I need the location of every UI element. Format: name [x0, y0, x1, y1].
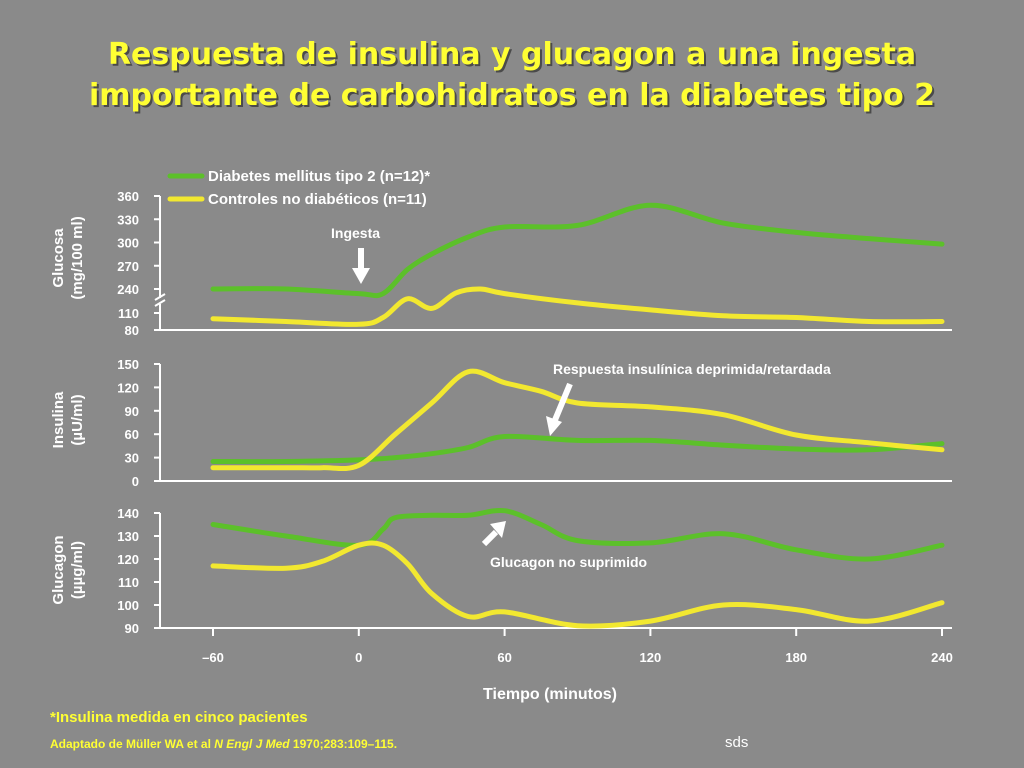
x-ticks: –60 0 60 120 180 240: [202, 628, 953, 665]
y-tick-label: 120: [117, 380, 139, 395]
footnote: *Insulina medida en cinco pacientes: [50, 709, 308, 726]
legend-label-control: Controles no diabéticos (n=11): [208, 191, 427, 208]
y-ticks-glucagon: 140 130 120 110 100 90: [117, 506, 160, 636]
y-tick-label: 90: [125, 404, 139, 419]
y-ticks-glucosa: 360 330 300 270 240 110 80: [117, 189, 160, 338]
y-tick-label: 300: [117, 236, 139, 251]
x-tick-label: 0: [355, 650, 362, 665]
citation: Adaptado de Müller WA et al N Engl J Med…: [50, 737, 397, 751]
series-glucagon-diabetes: [210, 507, 945, 562]
x-tick-label: 180: [785, 650, 807, 665]
legend: Diabetes mellitus tipo 2 (n=12)* Control…: [167, 168, 430, 208]
series-insulina-control: [210, 368, 945, 472]
x-tick-label: –60: [202, 650, 224, 665]
panel-glucagon: 140 130 120 110 100 90 Glucagon (µµg/ml): [50, 506, 952, 636]
ylabel-glucosa-1: Glucosa: [50, 228, 67, 288]
citation-journal: N Engl J Med: [214, 737, 290, 751]
ylabel-insulina-1: Insulina: [50, 391, 67, 448]
y-tick-label: 0: [132, 474, 139, 489]
x-axis-title: Tiempo (minutos): [483, 686, 617, 703]
y-ticks-insulina: 150 120 90 60 30 0: [117, 357, 160, 489]
series-glucosa-diabetes: [210, 202, 945, 299]
watermark: sds: [725, 734, 749, 751]
panel-insulina: 150 120 90 60 30 0 Insulina (µU/ml): [50, 357, 952, 489]
y-tick-label: 90: [125, 621, 139, 636]
series-insulina-diabetes: [210, 433, 945, 465]
citation-details: 1970;283:109–115.: [289, 737, 398, 751]
x-tick-label: 120: [640, 650, 662, 665]
y-tick-label: 140: [117, 506, 139, 521]
citation-text: Adaptado de Müller WA et al: [50, 737, 215, 751]
ylabel-glucagon-1: Glucagon: [50, 535, 67, 604]
y-tick-label: 120: [117, 552, 139, 567]
y-tick-label: 240: [117, 282, 139, 297]
y-tick-label: 30: [125, 451, 139, 466]
y-tick-label: 360: [117, 189, 139, 204]
ingesta-arrow-icon: [352, 248, 370, 284]
insulin-arrow-icon: [546, 382, 573, 436]
y-tick-label: 110: [118, 575, 139, 590]
x-tick-label: 240: [931, 650, 953, 665]
y-tick-label: 270: [117, 259, 139, 274]
y-tick-label: 80: [125, 323, 139, 338]
annotation-insulin: Respuesta insulínica deprimida/retardada: [553, 361, 831, 377]
y-tick-label: 60: [125, 427, 139, 442]
annotation-ingesta: Ingesta: [331, 225, 380, 241]
ylabel-insulina-2: (µU/ml): [69, 394, 86, 445]
panel-glucosa: 360 330 300 270 240 110 80 Glucosa (mg/100 ml): [50, 189, 952, 338]
y-tick-label: 130: [117, 529, 139, 544]
series-glucagon-control: [210, 540, 945, 629]
y-tick-label: 110: [118, 306, 139, 321]
title-line-1: Respuesta de insulina y glucagon a una i…: [107, 37, 917, 72]
annotation-glucagon: Glucagon no suprimido: [490, 554, 647, 570]
ylabel-glucagon-2: (µµg/ml): [69, 541, 86, 599]
y-tick-label: 100: [117, 598, 139, 613]
x-tick-label: 60: [497, 650, 511, 665]
title-line-2: importante de carbohidratos en la diabet…: [88, 78, 936, 113]
ylabel-glucosa-2: (mg/100 ml): [69, 216, 86, 299]
axis-break-mark: [154, 293, 166, 307]
series-glucosa-control: [210, 286, 945, 327]
y-tick-label: 330: [117, 212, 139, 227]
y-tick-label: 150: [117, 357, 139, 372]
slide-title: Respuesta de insulina y glucagon a una i…: [0, 34, 1024, 116]
glucagon-arrow-icon: [481, 521, 506, 547]
legend-label-diabetes: Diabetes mellitus tipo 2 (n=12)*: [208, 168, 430, 185]
